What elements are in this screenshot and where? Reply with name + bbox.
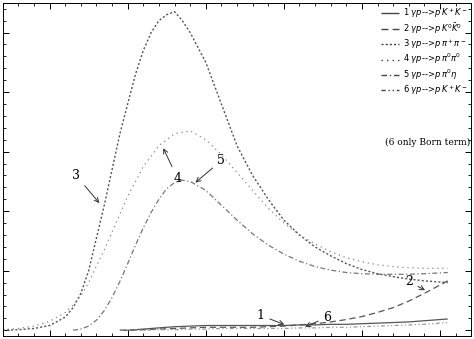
Text: 1: 1 [256,309,283,325]
Text: 2: 2 [405,275,424,290]
Text: 6: 6 [306,311,332,327]
Text: 4: 4 [164,149,182,185]
Text: (6 only Born term): (6 only Born term) [385,138,470,147]
Text: 5: 5 [196,154,225,182]
Text: 3: 3 [72,169,99,202]
Legend: 1 $\gamma p$-->$p\,K^+K^-$, 2 $\gamma p$-->$p\,K^0\bar{K}^0$, 3 $\gamma p$-->$p\: 1 $\gamma p$-->$p\,K^+K^-$, 2 $\gamma p$… [380,5,469,98]
